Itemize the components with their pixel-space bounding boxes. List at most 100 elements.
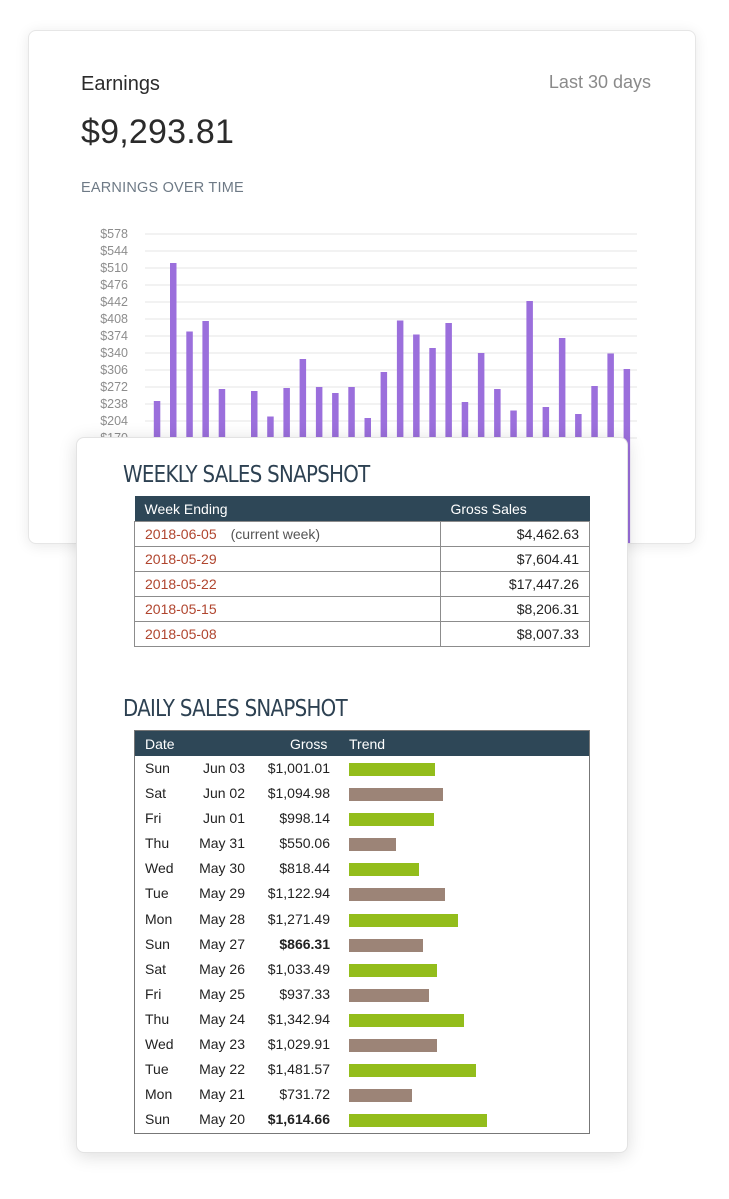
date-cell: May 24 xyxy=(199,1010,245,1027)
trend-bar xyxy=(349,788,443,802)
date-cell: May 26 xyxy=(199,960,245,977)
y-tick-label: $306 xyxy=(100,363,128,377)
trend-bar xyxy=(349,1064,476,1078)
trend-bar xyxy=(349,988,430,1002)
date-cell: Jun 03 xyxy=(202,760,245,776)
daily-table-row: Tue May 29 $1,122.94 xyxy=(135,881,589,906)
date-cell: Jun 01 xyxy=(202,810,245,827)
gross-sales-cell: $4,462.63 xyxy=(440,521,590,547)
column-header-date: Date xyxy=(145,736,175,752)
y-tick-label: $272 xyxy=(100,380,128,394)
gross-cell: $731.72 xyxy=(279,1086,330,1103)
y-tick-label: $408 xyxy=(100,312,128,326)
week-ending-cell: 2018-05-29 xyxy=(134,546,441,572)
week-ending-link[interactable]: 2018-06-05 xyxy=(145,526,217,542)
current-week-note: (current week) xyxy=(230,526,321,542)
day-cell: Fri xyxy=(145,985,162,1002)
weekly-table-row: 2018-06-05 (current week) $4,462.63 xyxy=(134,521,590,547)
date-cell: May 27 xyxy=(199,935,245,952)
week-ending-cell: 2018-05-15 xyxy=(134,596,441,622)
week-ending-cell: 2018-05-08 xyxy=(134,621,441,647)
gross-sales-cell: $8,007.33 xyxy=(440,621,590,647)
trend-bar xyxy=(349,888,445,902)
daily-table-row: Fri May 25 $937.33 xyxy=(135,982,589,1007)
day-cell: Fri xyxy=(145,810,162,827)
date-cell: Jun 02 xyxy=(202,785,245,802)
daily-sales-table: Date Gross Trend Sun Jun 03 $1,001.01 Sat Ju… xyxy=(134,730,590,1134)
week-ending-link[interactable]: 2018-05-29 xyxy=(145,551,217,567)
earnings-bar[interactable] xyxy=(396,320,404,545)
daily-table-row: Mon May 28 $1,271.49 xyxy=(135,907,589,932)
y-tick-label: $544 xyxy=(100,244,128,258)
y-tick-label: $374 xyxy=(100,329,128,343)
date-cell: May 29 xyxy=(199,885,245,902)
gross-cell: $1,033.49 xyxy=(267,960,330,977)
date-cell: May 28 xyxy=(199,910,245,927)
daily-table-row: Thu May 31 $550.06 xyxy=(135,831,589,856)
week-ending-link[interactable]: 2018-05-22 xyxy=(145,576,217,592)
daily-table-header: Date Gross Trend xyxy=(135,731,589,756)
y-tick-label: $204 xyxy=(100,414,128,428)
column-header-gross: Gross xyxy=(290,736,328,752)
week-ending-cell: 2018-06-05 (current week) xyxy=(134,521,441,547)
weekly-section-title: WEEKLY SALES SNAPSHOT xyxy=(123,462,370,488)
trend-bar xyxy=(349,1089,412,1103)
gross-cell: $937.33 xyxy=(279,985,330,1002)
gross-cell: $866.31 xyxy=(279,935,330,952)
gross-sales-cell: $7,604.41 xyxy=(440,546,590,572)
gross-cell: $1,001.01 xyxy=(267,760,330,776)
date-range-selector[interactable]: Last 30 days xyxy=(548,72,651,92)
day-cell: Wed xyxy=(145,1036,174,1053)
trend-bar xyxy=(349,813,435,827)
trend-bar xyxy=(349,963,438,977)
day-cell: Sun xyxy=(145,760,170,776)
y-tick-label: $442 xyxy=(100,295,128,309)
daily-table-row: Sun May 20 $1,614.66 xyxy=(135,1107,589,1132)
weekly-table-row: 2018-05-08 $8,007.33 xyxy=(134,621,590,647)
week-ending-cell: 2018-05-22 xyxy=(134,571,441,597)
earnings-bar[interactable] xyxy=(445,323,452,544)
week-ending-link[interactable]: 2018-05-08 xyxy=(145,626,217,642)
date-cell: May 30 xyxy=(199,860,245,877)
daily-table-row: Sat Jun 02 $1,094.98 xyxy=(135,781,589,806)
gross-cell: $1,122.94 xyxy=(267,885,330,902)
weekly-table-row: 2018-05-22 $17,447.26 xyxy=(134,571,590,597)
gross-cell: $1,029.91 xyxy=(267,1036,330,1053)
daily-table-row: Mon May 21 $731.72 xyxy=(135,1082,589,1107)
gross-cell: $818.44 xyxy=(279,860,330,877)
earnings-bar[interactable] xyxy=(170,263,177,544)
chart-title: EARNINGS OVER TIME xyxy=(81,180,244,196)
daily-table-row: Thu May 24 $1,342.94 xyxy=(135,1007,589,1032)
date-cell: May 31 xyxy=(199,835,245,852)
column-header-week-ending: Week Ending xyxy=(134,496,441,522)
daily-table-row: Wed May 30 $818.44 xyxy=(135,856,589,881)
y-tick-label: $510 xyxy=(100,261,128,275)
y-tick-label: $476 xyxy=(100,278,128,292)
date-cell: May 21 xyxy=(199,1086,245,1103)
gross-cell: $1,614.66 xyxy=(267,1111,330,1128)
day-cell: Wed xyxy=(145,860,174,877)
day-cell: Sat xyxy=(145,960,167,977)
gross-cell: $998.14 xyxy=(279,810,330,827)
daily-table-row: Sun May 27 $866.31 xyxy=(135,932,589,957)
day-cell: Thu xyxy=(145,835,170,852)
trend-bar xyxy=(349,763,435,776)
y-tick-label: $238 xyxy=(100,397,128,411)
sales-snapshot-card: WEEKLY SALES SNAPSHOT Week Ending Gross … xyxy=(76,437,628,1153)
trend-bar xyxy=(349,938,423,952)
earnings-bar[interactable] xyxy=(202,321,209,544)
y-tick-label: $578 xyxy=(100,227,128,241)
daily-table-row: Fri Jun 01 $998.14 xyxy=(135,806,589,831)
daily-section-title: DAILY SALES SNAPSHOT xyxy=(123,696,348,722)
trend-bar xyxy=(349,913,458,927)
y-tick-label: $340 xyxy=(100,346,128,360)
earnings-bar[interactable] xyxy=(526,301,533,544)
gross-cell: $550.06 xyxy=(279,835,330,852)
weekly-table-row: 2018-05-29 $7,604.41 xyxy=(134,546,590,572)
daily-table-row: Tue May 22 $1,481.57 xyxy=(135,1057,589,1082)
daily-table-row: Sat May 26 $1,033.49 xyxy=(135,957,589,982)
week-ending-link[interactable]: 2018-05-15 xyxy=(145,601,217,617)
date-cell: May 23 xyxy=(199,1036,245,1053)
gross-cell: $1,094.98 xyxy=(267,785,330,802)
day-cell: Mon xyxy=(145,1086,173,1103)
